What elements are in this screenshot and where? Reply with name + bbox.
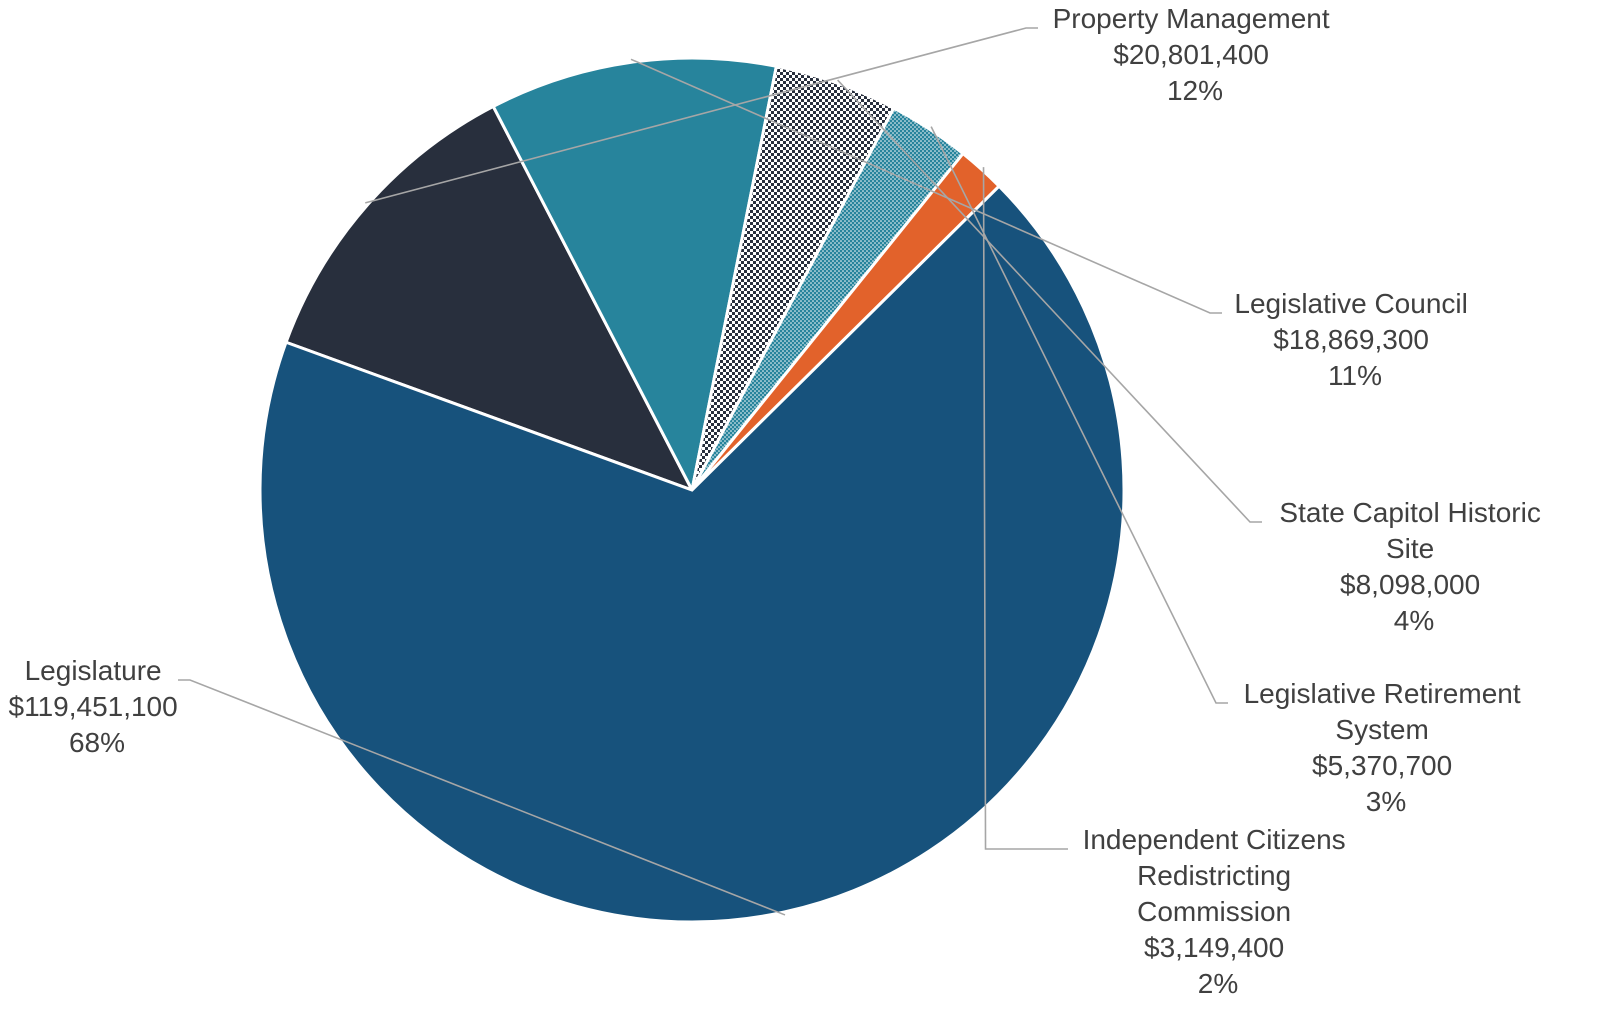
slice-legislative-council: [491, 56, 779, 495]
leader-line-legislative-retirement-system: [930, 126, 1228, 704]
slice-legislature: [258, 184, 1126, 924]
pie-slices: [258, 56, 1126, 924]
slice-label-property-management: Property Management $20,801,400 12%: [1053, 3, 1338, 106]
slice-label-state-capitol-historic-site: State Capitol Historic Site $8,098,000 4…: [1279, 497, 1548, 636]
leader-line-independent-citizens-redistricting-commission: [982, 167, 1068, 850]
slice-label-name-line-1: Independent Citizens: [1083, 824, 1346, 855]
leader-line-property-management: [365, 27, 1038, 204]
slice-label-name-line-1: Legislative Retirement: [1244, 678, 1521, 709]
slice-label-name-line-2: Site: [1386, 533, 1434, 564]
leader-line-legislative-council: [630, 58, 1222, 314]
slice-label-legislature: Legislature $119,451,100 68%: [9, 655, 186, 758]
leader-line-state-capitol-historic-site: [837, 79, 1262, 523]
slice-label-name-line-2: System: [1335, 714, 1428, 745]
slice-label-name-line-2: Redistricting: [1137, 860, 1291, 891]
slice-label-independent-citizens-redistricting-commission: Independent Citizens Redistricting Commi…: [1083, 824, 1354, 999]
leader-line-legislature: [178, 679, 786, 916]
slice-label-legislative-council: Legislative Council $18,869,300 11%: [1234, 288, 1475, 391]
slice-property-management: [284, 104, 696, 493]
slice-label-legislative-retirement-system: Legislative Retirement System $5,370,700…: [1244, 678, 1529, 817]
slice-label-name-line-1: State Capitol Historic: [1279, 497, 1540, 528]
slice-label-name-line-3: Commission: [1137, 896, 1291, 927]
leader-lines: [178, 27, 1262, 916]
